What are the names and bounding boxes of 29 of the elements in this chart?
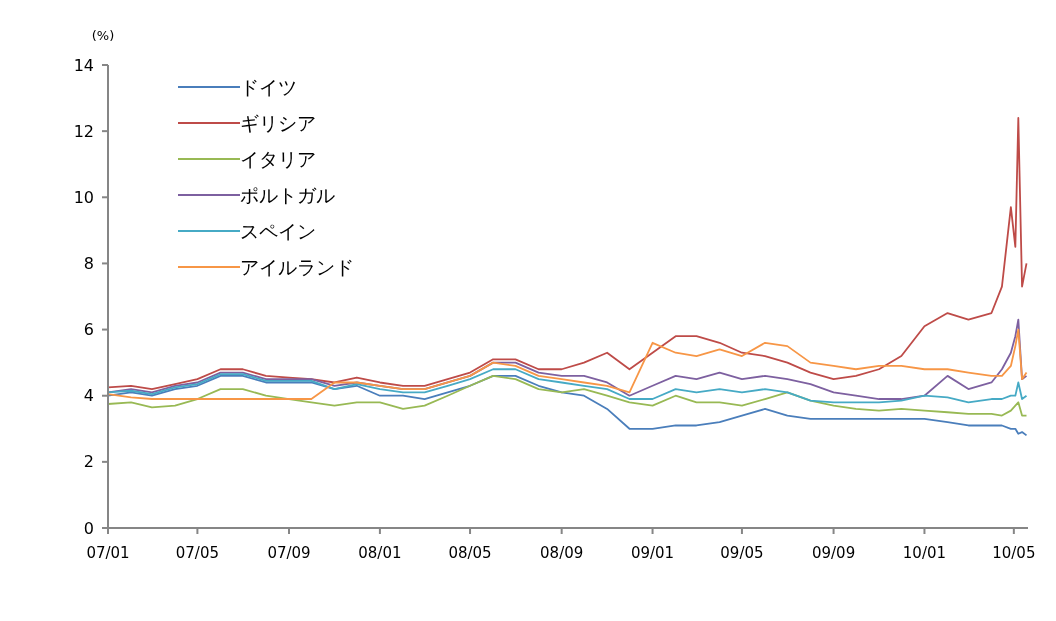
line-series <box>107 368 1028 404</box>
y-tick-label: 4 <box>83 386 94 406</box>
y-tick-label: 2 <box>83 452 94 472</box>
legend-label: ギリシア <box>240 111 316 134</box>
y-tick-label: 12 <box>73 121 94 141</box>
legend-label: イタリア <box>240 147 316 170</box>
x-tick-label: 10/01 <box>902 544 947 562</box>
y-axis-title: (%) <box>91 28 115 43</box>
y-tick-label: 0 <box>83 518 94 538</box>
x-tick-label: 09/09 <box>811 544 856 562</box>
x-tick-label: 10/05 <box>992 544 1036 562</box>
y-tick-label: 6 <box>83 320 94 340</box>
x-tick-label: 09/01 <box>630 544 675 562</box>
y-tick-label: 14 <box>73 55 94 75</box>
x-tick-label: 07/09 <box>267 544 311 562</box>
legend-label: スペイン <box>240 219 316 242</box>
x-tick-label: 07/05 <box>175 544 220 562</box>
legend-label: ポルトガル <box>240 183 335 206</box>
x-tick-label: 08/01 <box>358 544 402 562</box>
x-tick-label: 09/05 <box>720 544 764 562</box>
legend-label: アイルランド <box>240 255 354 278</box>
x-tick-label: 08/09 <box>540 544 584 562</box>
y-tick-label: 8 <box>83 254 94 274</box>
legend-label: ドイツ <box>240 75 297 98</box>
x-tick-label: 07/01 <box>86 544 130 562</box>
line-series <box>107 374 1028 417</box>
x-tick-label: 08/05 <box>448 544 492 562</box>
line-series <box>107 374 1028 437</box>
y-tick-label: 10 <box>73 187 94 207</box>
